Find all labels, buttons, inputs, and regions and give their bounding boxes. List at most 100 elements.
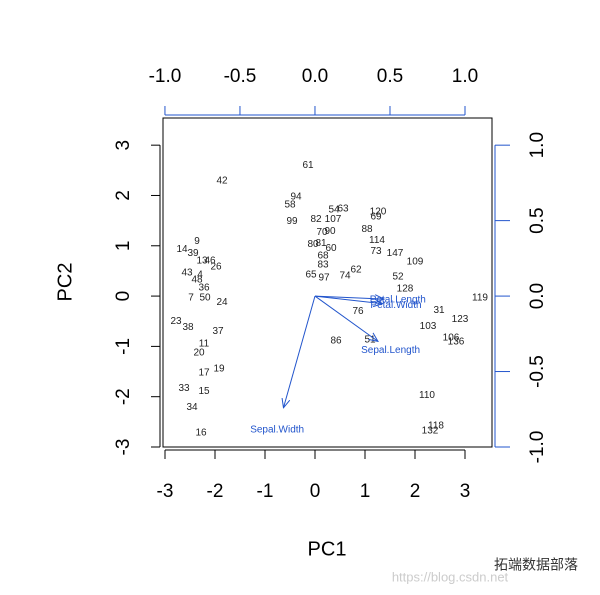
observation-label: 58 — [284, 200, 296, 211]
observation-label: 37 — [212, 326, 224, 337]
y-tick-label: -1 — [113, 338, 134, 355]
observation-label: 86 — [330, 335, 342, 346]
y2-tick-label: 1.0 — [527, 132, 548, 158]
observation-label: 114 — [369, 235, 385, 246]
observation-label: 34 — [186, 402, 198, 413]
observation-label: 118 — [428, 421, 444, 432]
loading-arrow — [314, 295, 383, 304]
x-tick-label: 1 — [360, 481, 371, 502]
y2-tick-label: 0.0 — [527, 283, 548, 309]
observation-label: 83 — [317, 260, 329, 271]
observation-label: 46 — [204, 256, 216, 267]
y-tick-label: 3 — [113, 140, 134, 151]
observation-label: 97 — [318, 273, 330, 284]
observation-label: 119 — [472, 293, 488, 304]
observation-label: 24 — [216, 297, 228, 308]
observation-label: 52 — [392, 272, 404, 283]
observation-label: 48 — [191, 275, 203, 286]
x2-tick-label: -1.0 — [149, 66, 182, 87]
observation-label: 63 — [337, 204, 349, 215]
y2-tick-label: -0.5 — [527, 355, 548, 388]
x-tick-label: -3 — [157, 481, 174, 502]
observation-label: 54 — [328, 205, 340, 216]
y-tick-label: -3 — [113, 439, 134, 456]
observation-label: 38 — [182, 322, 194, 333]
observation-label: 61 — [302, 160, 314, 171]
y-tick-label: 1 — [113, 240, 134, 251]
observation-label: 20 — [193, 348, 205, 359]
loading-label: Sepal.Length — [361, 345, 420, 356]
observation-label: 4 — [197, 270, 203, 281]
x-tick-label: -2 — [207, 481, 224, 502]
x2-tick-label: 0.0 — [302, 66, 328, 87]
observation-label: 90 — [324, 226, 336, 237]
watermark-brand: 拓端数据部落 — [494, 557, 578, 573]
x2-tick-label: -0.5 — [224, 66, 257, 87]
observation-label: 107 — [325, 214, 342, 225]
observation-label: 50 — [199, 293, 211, 304]
y-tick-label: 2 — [113, 190, 134, 201]
observation-label: 94 — [290, 192, 302, 203]
observation-label: 106 — [443, 332, 460, 343]
watermark-url: https://blog.csdn.net — [392, 569, 509, 584]
observation-label: 68 — [317, 250, 329, 261]
observation-label: 43 — [181, 268, 193, 279]
observation-label: 60 — [325, 243, 337, 254]
x-tick-label: 2 — [410, 481, 421, 502]
observation-label: 36 — [198, 283, 210, 294]
observation-label: 69 — [370, 212, 382, 223]
observation-label: 74 — [339, 271, 351, 282]
y2-tick-label: -1.0 — [527, 431, 548, 464]
observation-label: 14 — [176, 244, 188, 255]
observation-label: 26 — [210, 262, 222, 273]
y-tick-label: 0 — [113, 291, 134, 302]
observation-label: 17 — [198, 368, 210, 379]
observation-label: 103 — [420, 321, 437, 332]
observation-label: 23 — [170, 316, 182, 327]
observation-label: 65 — [305, 270, 317, 281]
x2-tick-label: 1.0 — [452, 66, 478, 87]
observation-label: 76 — [352, 306, 364, 317]
observation-label: 81 — [315, 238, 327, 249]
observation-label: 13 — [196, 256, 208, 267]
loading-label: Petal.Length — [370, 294, 426, 305]
observation-label: 39 — [187, 248, 199, 259]
observation-label: 42 — [216, 176, 228, 187]
observation-label: 132 — [422, 426, 439, 437]
loading-arrow — [283, 295, 316, 408]
observation-label: 9 — [194, 236, 200, 247]
observation-label: 80 — [307, 239, 319, 250]
observation-label: 109 — [407, 257, 424, 268]
observation-label: 136 — [448, 337, 465, 348]
observation-label: 16 — [195, 428, 207, 439]
plot-frame — [162, 117, 493, 448]
observation-label: 62 — [350, 265, 362, 276]
observation-label: 88 — [361, 224, 373, 235]
y2-tick-label: 0.5 — [527, 207, 548, 233]
x-tick-label: 3 — [460, 481, 471, 502]
loading-arrow — [314, 295, 378, 341]
observation-label: 123 — [452, 314, 469, 325]
observation-label: 11 — [199, 339, 210, 350]
loading-label: Petal.Width — [370, 300, 421, 311]
observation-label: 15 — [198, 386, 210, 397]
loading-arrow — [314, 296, 384, 299]
observation-label: 99 — [286, 216, 298, 227]
x-tick-label: -1 — [257, 481, 274, 502]
observation-label: 82 — [310, 214, 322, 225]
observation-label: 19 — [213, 364, 225, 375]
y-tick-label: -2 — [113, 388, 134, 405]
x-tick-label: 0 — [310, 481, 321, 502]
y-axis-label: PC2 — [54, 263, 76, 302]
observation-label: 128 — [397, 284, 414, 295]
loading-label: Sepal.Width — [250, 425, 304, 436]
observation-label: 7 — [188, 293, 194, 304]
observation-label: 73 — [370, 246, 382, 257]
observation-label: 33 — [178, 383, 190, 394]
observation-label: 147 — [387, 248, 404, 259]
observation-label: 31 — [433, 305, 445, 316]
x-axis-label: PC1 — [308, 538, 347, 560]
observation-label: 110 — [419, 390, 435, 401]
observation-label: 120 — [370, 207, 387, 218]
